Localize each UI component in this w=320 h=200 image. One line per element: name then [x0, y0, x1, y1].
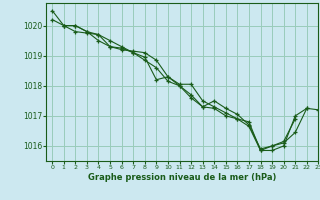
X-axis label: Graphe pression niveau de la mer (hPa): Graphe pression niveau de la mer (hPa): [88, 173, 276, 182]
